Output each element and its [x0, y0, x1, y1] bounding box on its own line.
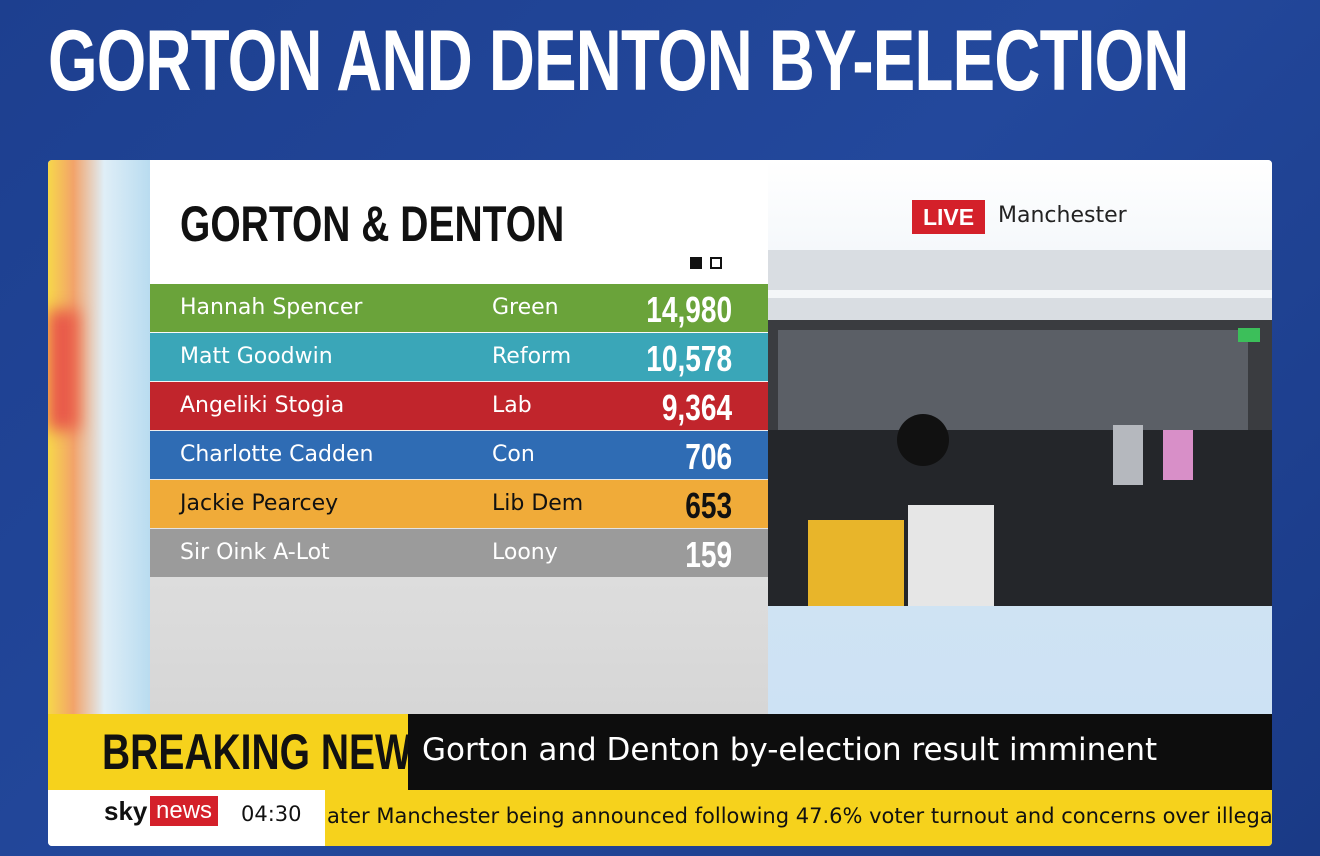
votes: 10,578: [646, 338, 732, 379]
candidate-name: Jackie Pearcey: [180, 491, 339, 516]
person: [808, 520, 904, 606]
clock: 04:30: [241, 802, 302, 826]
ticker-text: ater Manchester being announced followin…: [327, 804, 1272, 828]
brand-box: sky news 04:30: [48, 790, 325, 846]
exit-sign: [1238, 328, 1260, 342]
party: Green: [492, 295, 559, 320]
light: [768, 290, 1272, 298]
result-row: Matt Goodwin Reform 10,578: [150, 333, 768, 381]
votes: 159: [685, 534, 732, 575]
ceiling: [768, 250, 1272, 320]
ticker-box: ater Manchester being announced followin…: [325, 790, 1272, 846]
result-row: Sir Oink A-Lot Loony 159: [150, 529, 768, 577]
hat: [897, 414, 949, 466]
breaking-label: BREAKING NEWS: [102, 724, 438, 780]
votes: 653: [685, 485, 732, 526]
person: [908, 505, 994, 606]
page-indicator: [690, 257, 702, 269]
live-location: Manchester: [998, 203, 1127, 228]
brand-sky: sky: [104, 796, 148, 826]
candidate-name: Matt Goodwin: [180, 344, 333, 369]
color-blur: [48, 310, 78, 430]
breaking-label-box: BREAKING NEWS: [48, 714, 438, 790]
person: [1113, 425, 1143, 485]
live-feed: LIVE Manchester: [768, 160, 1272, 714]
result-row: Hannah Spencer Green 14,980: [150, 284, 768, 332]
brand-news: news: [150, 796, 219, 826]
result-row: Charlotte Cadden Con 706: [150, 431, 768, 479]
person: [1163, 430, 1193, 480]
party: Loony: [492, 540, 558, 565]
votes: 706: [685, 436, 732, 477]
result-row: Angeliki Stogia Lab 9,364: [150, 382, 768, 430]
backdrop: [778, 330, 1248, 430]
page-title: GORTON AND DENTON BY-ELECTION: [48, 13, 1189, 109]
candidate-name: Sir Oink A-Lot: [180, 540, 330, 565]
results-title: GORTON & DENTON: [180, 196, 565, 252]
candidate-name: Charlotte Cadden: [180, 442, 374, 467]
party: Reform: [492, 344, 572, 369]
votes: 9,364: [661, 387, 732, 428]
color-strip: [48, 160, 150, 714]
results-board: GORTON & DENTON Hannah Spencer Green 14,98…: [150, 160, 768, 714]
live-badge: LIVE: [912, 200, 985, 234]
page-indicator: [710, 257, 722, 269]
result-row: Jackie Pearcey Lib Dem 653: [150, 480, 768, 528]
broadcast-panel: GORTON & DENTON Hannah Spencer Green 14,98…: [48, 160, 1272, 846]
candidate-name: Hannah Spencer: [180, 295, 363, 320]
votes: 14,980: [646, 289, 732, 330]
party: Con: [492, 442, 535, 467]
candidate-name: Angeliki Stogia: [180, 393, 345, 418]
headline-box: Gorton and Denton by-election result imm…: [408, 714, 1272, 790]
headline: Gorton and Denton by-election result imm…: [422, 732, 1158, 768]
party: Lib Dem: [492, 491, 584, 516]
party: Lab: [492, 393, 532, 418]
video-frame: [768, 250, 1272, 606]
